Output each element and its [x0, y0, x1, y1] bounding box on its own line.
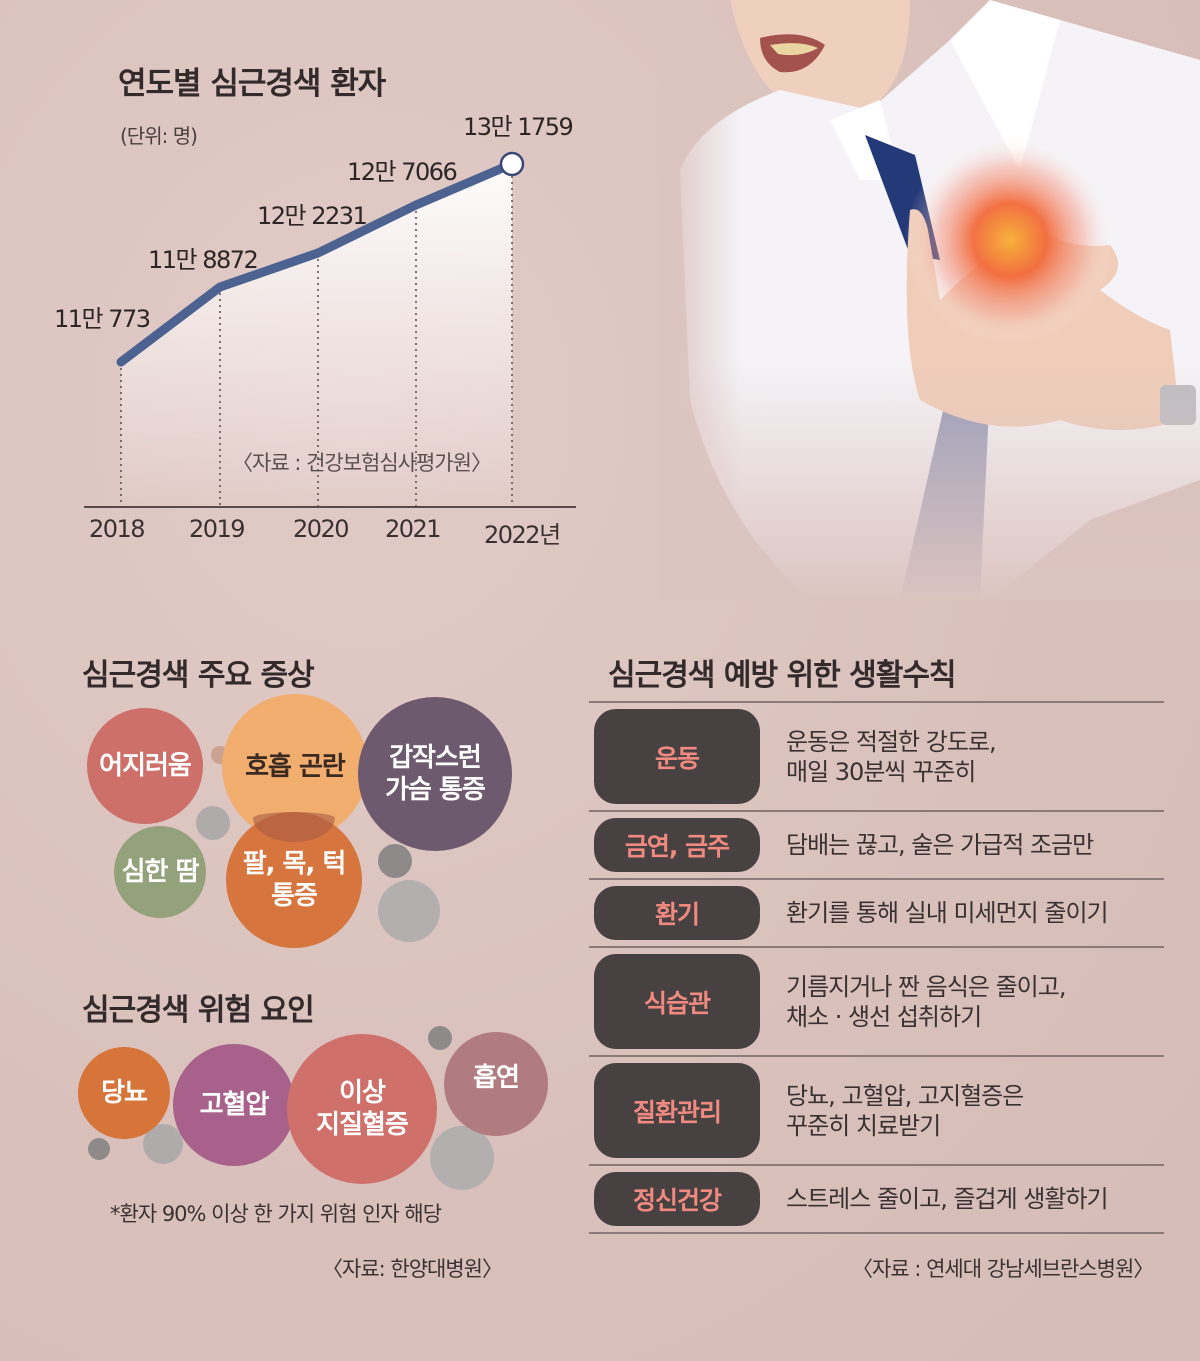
prevention-source: 〈자료 : 연세대 강남세브란스병원〉	[852, 1257, 1154, 1281]
rule-text: 스트레스 줄이고, 즐겁게 생활하기	[786, 1185, 1109, 1213]
rule-row-ventilation: 환기 환기를 통해 실내 미세먼지 줄이기	[589, 878, 1164, 946]
chart-source: 〈자료 : 건강보험심사평가원〉	[232, 451, 492, 475]
decor-dot	[88, 1138, 110, 1160]
end-point-marker	[499, 151, 525, 177]
prevention-title: 심근경색 예방 위한 생활수칙	[608, 658, 957, 693]
risk-dyslipidemia: 이상 지질혈증	[287, 1034, 437, 1184]
x-label-2022: 2022년	[484, 521, 561, 549]
risk-footnote: *환자 90% 이상 한 가지 위험 인자 해당	[110, 1202, 442, 1226]
rule-badge: 질환관리	[594, 1063, 760, 1158]
data-line	[116, 159, 517, 367]
rule-badge: 환기	[594, 886, 760, 940]
chest-pain-photo	[660, 0, 1200, 600]
rule-badge: 정신건강	[594, 1172, 760, 1226]
x-label-2018: 2018	[89, 515, 146, 543]
risks-title: 심근경색 위험 요인	[82, 993, 315, 1028]
symptom-dizziness: 어지러움	[87, 708, 203, 824]
data-label-2022: 13만 1759	[463, 113, 574, 141]
symptom-sudden-chest-pain: 갑작스런 가슴 통증	[358, 697, 512, 851]
rule-badge: 운동	[594, 709, 760, 804]
rule-text: 당뇨, 고혈압, 고지혈증은 꾸준히 치료받기	[786, 1081, 1024, 1140]
decor-dot	[378, 844, 412, 878]
line-chart	[84, 151, 576, 508]
rule-badge: 금연, 금주	[594, 818, 760, 872]
rule-text: 환기를 통해 실내 미세먼지 줄이기	[786, 899, 1109, 927]
rule-text: 운동은 적절한 강도로, 매일 30분씩 꾸준히	[786, 727, 997, 786]
rule-row-diet: 식습관 기름지거나 짠 음식은 줄이고, 채소 · 생선 섭취하기	[589, 946, 1164, 1055]
chart-title: 연도별 심근경색 환자	[118, 66, 386, 102]
rule-row-no-smoking-drinking: 금연, 금주 담배는 끊고, 술은 가급적 조금만	[589, 810, 1164, 878]
data-label-2021: 12만 7066	[347, 158, 458, 186]
x-label-2021: 2021	[385, 515, 442, 543]
rule-row-mental-health: 정신건강 스트레스 줄이고, 즐겁게 생활하기	[589, 1164, 1164, 1234]
data-label-2018: 11만 773	[54, 305, 151, 333]
x-label-2019: 2019	[189, 515, 246, 543]
chart-unit: (단위: 명)	[120, 124, 198, 148]
decor-dot	[428, 1026, 452, 1050]
rule-row-disease-management: 질환관리 당뇨, 고혈압, 고지혈증은 꾸준히 치료받기	[589, 1055, 1164, 1164]
rule-text: 기름지거나 짠 음식은 줄이고, 채소 · 생선 섭취하기	[786, 972, 1066, 1031]
risk-hypertension: 고혈압	[173, 1044, 295, 1166]
risk-smoking: 흡연	[444, 1032, 548, 1136]
risk-diabetes: 당뇨	[78, 1047, 170, 1139]
symptom-heavy-sweating: 심한 땀	[114, 826, 206, 918]
rule-text: 담배는 끊고, 술은 가급적 조금만	[786, 831, 1094, 859]
decor-dot	[196, 806, 230, 840]
prevention-table: 운동 운동은 적절한 강도로, 매일 30분씩 꾸준히 금연, 금주 담배는 끊고…	[589, 701, 1164, 1234]
rule-badge: 식습관	[594, 954, 760, 1049]
decor-dot	[378, 880, 440, 942]
symptoms-title: 심근경색 주요 증상	[82, 658, 315, 693]
x-label-2020: 2020	[293, 515, 350, 543]
risk-source: 〈자료: 한양대병원〉	[322, 1257, 503, 1281]
grid-lines	[120, 164, 513, 507]
data-label-2020: 12만 2231	[257, 202, 368, 230]
symptom-shortness-of-breath: 호흡 곤란	[222, 694, 368, 840]
data-label-2019: 11만 8872	[148, 246, 259, 274]
rule-row-exercise: 운동 운동은 적절한 강도로, 매일 30분씩 꾸준히	[589, 701, 1164, 810]
decor-dot	[430, 1126, 494, 1190]
area-fill	[121, 164, 512, 507]
